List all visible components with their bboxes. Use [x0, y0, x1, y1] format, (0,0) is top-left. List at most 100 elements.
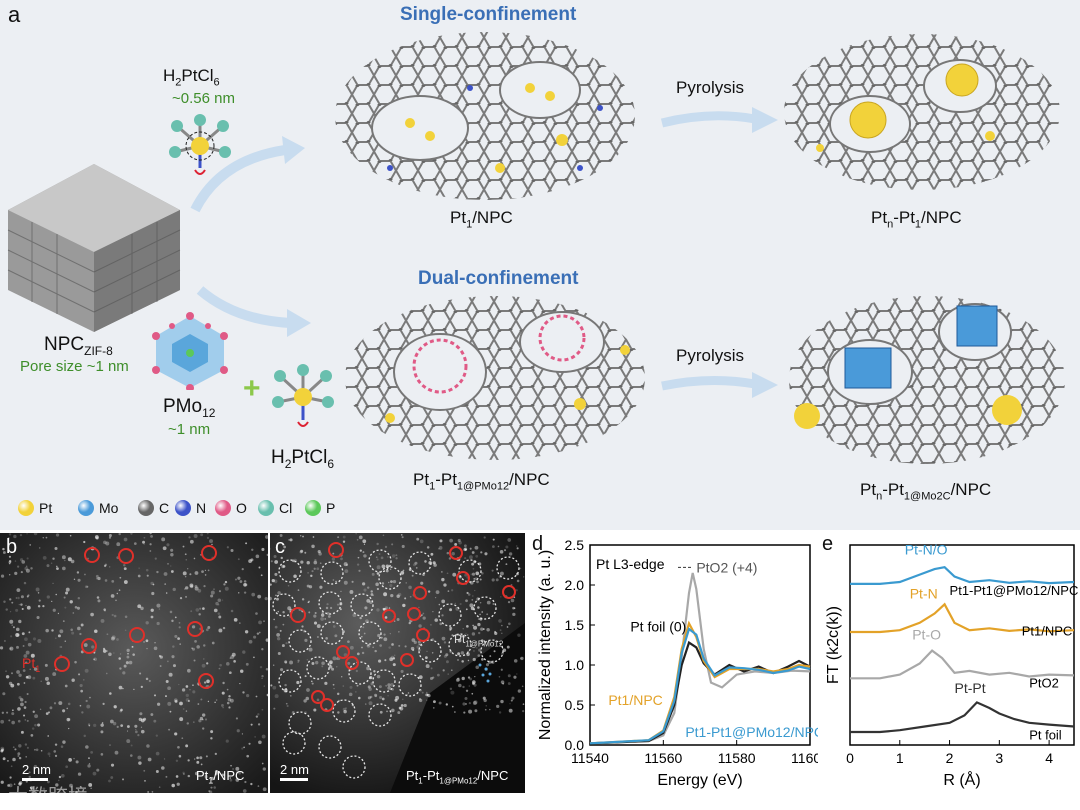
- stem-speck: [64, 559, 66, 562]
- y-tick-label: 2.5: [565, 537, 585, 553]
- stem-speck: [391, 554, 396, 558]
- stem-speck: [10, 683, 15, 688]
- stem-speck: [191, 625, 196, 629]
- stem-speck: [118, 657, 121, 660]
- stem-speck: [304, 551, 307, 554]
- stem-speck: [481, 611, 484, 613]
- stem-speck: [402, 569, 405, 572]
- stem-speck: [449, 626, 453, 630]
- stem-speck: [52, 582, 54, 584]
- stem-speck: [447, 590, 450, 592]
- stem-speck: [283, 545, 286, 549]
- stem-speck: [171, 655, 175, 659]
- stem-speck: [246, 694, 250, 698]
- stem-speck: [232, 768, 234, 770]
- stem-speck: [26, 693, 29, 696]
- stem-speck: [450, 690, 455, 695]
- stem-speck: [52, 557, 55, 560]
- stem-speck: [495, 578, 499, 582]
- single-atom-circle: [348, 661, 372, 685]
- panel-letter-a: a: [8, 2, 21, 27]
- stem-speck: [250, 782, 253, 786]
- stem-speck: [237, 558, 240, 561]
- stem-speck: [376, 674, 381, 679]
- stem-speck: [469, 555, 473, 560]
- stem-speck: [439, 622, 443, 626]
- stem-speck: [149, 533, 152, 535]
- stem-speck: [33, 533, 38, 536]
- stem-speck: [270, 583, 272, 586]
- stem-speck: [363, 543, 366, 545]
- stem-speck: [0, 646, 4, 650]
- stem-speck: [8, 574, 11, 576]
- x-tick-label: 4: [1045, 750, 1053, 766]
- stem-speck: [473, 625, 478, 630]
- stem-speck: [342, 707, 346, 711]
- stem-speck: [378, 659, 382, 663]
- stem-speck: [196, 756, 199, 760]
- stem-speck: [416, 537, 420, 541]
- stem-speck: [438, 546, 443, 550]
- stem-speck: [398, 644, 401, 647]
- stem-speck: [254, 736, 256, 738]
- stem-speck: [196, 645, 200, 649]
- stem-speck: [430, 676, 433, 680]
- stem-speck: [510, 699, 513, 702]
- stem-speck: [120, 724, 124, 728]
- stem-speck: [310, 574, 313, 578]
- stem-speck: [18, 756, 22, 760]
- single-atom-circle: [350, 593, 374, 617]
- stem-speck: [261, 677, 263, 680]
- stem-speck: [20, 702, 24, 707]
- stem-speck: [272, 685, 277, 690]
- stem-speck: [114, 750, 119, 755]
- stem-speck: [189, 573, 192, 576]
- stem-speck: [54, 637, 57, 640]
- legend-item-c: C: [138, 500, 169, 516]
- stem-speck: [498, 619, 502, 623]
- stem-speck: [519, 567, 522, 570]
- stem-speck: [80, 689, 84, 693]
- stem-speck: [24, 661, 28, 664]
- stem-speck: [507, 538, 512, 542]
- single-atom-circle: [398, 673, 422, 697]
- stem-speck: [401, 536, 404, 539]
- stem-speck: [14, 571, 18, 576]
- stem-speck: [454, 542, 458, 546]
- stem-speck: [282, 623, 285, 626]
- stem-speck: [377, 633, 381, 638]
- stem-speck: [189, 539, 194, 544]
- stem-speck: [516, 673, 518, 675]
- stem-speck: [113, 705, 117, 709]
- stem-speck: [79, 704, 82, 707]
- stem-noise-c: [270, 533, 525, 793]
- stem-speck: [2, 547, 5, 551]
- stem-speck: [297, 659, 300, 662]
- single-atom-circle: [473, 596, 497, 620]
- stem-speck: [193, 557, 196, 560]
- stem-speck: [110, 594, 115, 598]
- stem-speck: [126, 648, 130, 652]
- stem-speck: [22, 669, 26, 672]
- stem-speck: [477, 606, 480, 609]
- stem-speck: [467, 659, 470, 662]
- npc-zif8-cube: [7, 164, 181, 332]
- stem-speck: [376, 572, 380, 575]
- stem-speck: [304, 638, 308, 642]
- stem-speck: [174, 699, 178, 703]
- stem-speck: [194, 639, 197, 643]
- stem-speck: [169, 710, 172, 713]
- stem-speck: [432, 676, 435, 679]
- stem-speck: [88, 724, 91, 727]
- stem-speck: [329, 664, 332, 667]
- stem-speck: [311, 570, 314, 573]
- stem-speck: [307, 601, 310, 604]
- legend-label: Cl: [279, 500, 293, 516]
- stem-speck: [523, 576, 525, 578]
- stem-speck: [468, 709, 473, 714]
- stem-speck: [26, 605, 31, 610]
- stem-speck: [24, 700, 27, 704]
- stem-speck: [174, 616, 177, 619]
- stem-speck: [426, 650, 428, 653]
- stem-speck: [427, 693, 431, 698]
